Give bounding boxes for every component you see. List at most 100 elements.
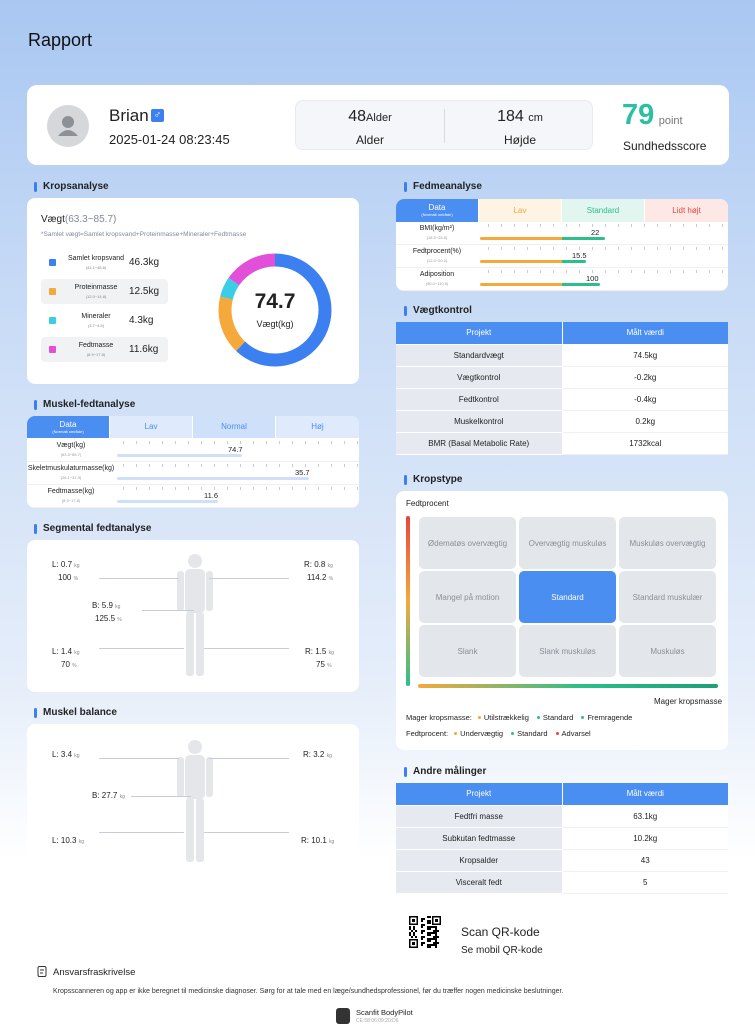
mf-tick: [136, 441, 137, 444]
mf-tick: [227, 441, 228, 444]
measure-datetime: 2025-01-24 08:23:45: [109, 132, 230, 147]
height-value: 184: [497, 108, 524, 125]
mf-row-range: (26.1~31.9): [60, 475, 82, 480]
weight-control-table: Projekt Målt værdi Standardvægt 74.5kg Vægt…: [396, 322, 728, 455]
fa-tick: [722, 224, 723, 227]
fa-tick: [644, 247, 645, 250]
table-row: Subkutan fedtmasse 10.2kg: [396, 827, 728, 850]
mb-trunk: B: 27.7 kg: [92, 791, 125, 800]
fa-tick: [540, 224, 541, 227]
mf-tick: [240, 464, 241, 467]
seg-right-leg-kg: R: 1.5 kg: [305, 647, 334, 656]
fa-tick: [722, 270, 723, 273]
legend-dot: [511, 732, 515, 735]
fa-tick: [540, 247, 541, 250]
disclaimer-text: Kropsscanneren og app er ikke beregnet t…: [53, 988, 564, 995]
mf-tick: [253, 441, 254, 444]
disclaimer-title: Ansvarsfraskrivelse: [53, 967, 136, 978]
mf-tick: [344, 487, 345, 490]
mf-header-normal: Normal: [193, 416, 275, 438]
fa-row-label: Adiposition: [419, 271, 455, 278]
composition-value: 12.5kg: [129, 286, 160, 297]
mf-tick: [136, 464, 137, 467]
fa-tick: [501, 224, 502, 227]
mf-tick: [357, 441, 358, 444]
table-cell-value: 5: [562, 871, 728, 894]
fa-tick: [566, 270, 567, 273]
mf-row: Vægt(kg) (63.3~85.7) 74.7: [27, 439, 359, 462]
fa-tick: [579, 270, 580, 273]
wc-col-project: Projekt: [396, 322, 563, 345]
body-type-cell: Slank: [419, 625, 516, 677]
fa-tick: [605, 224, 606, 227]
legend-item: Utilstrækkelig: [477, 713, 529, 722]
seg-right-arm-kg: R: 0.8 kg: [304, 560, 333, 569]
mf-tick: [175, 441, 176, 444]
mf-tick: [305, 464, 306, 467]
fa-row-label: Fedtprocent(%): [412, 248, 462, 255]
stats-box: 48Alder Alder 184 cm Højde: [295, 100, 593, 150]
mf-header-high: Høj: [276, 416, 359, 438]
mf-tick: [318, 441, 319, 444]
mf-row: Fedtmasse(kg) (8.9~17.8) 11.6: [27, 485, 359, 508]
legend-text: Utilstrækkelig: [483, 713, 529, 722]
mf-tick: [240, 487, 241, 490]
fa-tick: [501, 270, 502, 273]
mf-tick: [344, 464, 345, 467]
legend-dot: [581, 716, 585, 719]
fa-tick: [709, 247, 710, 250]
height-unit: cm: [528, 112, 543, 124]
avatar: [47, 105, 89, 147]
mb-right-leg: R: 10.1 kg: [301, 836, 335, 845]
fa-tick: [501, 247, 502, 250]
fa-row: Fedtprocent(%) (12.0~20.0) 15.5: [396, 245, 728, 268]
mf-tick: [357, 487, 358, 490]
section-title-segmental-fat: Segmental fedtanalyse: [34, 523, 151, 534]
fa-bar-standard: [562, 237, 605, 240]
composition-value: 11.6kg: [129, 344, 159, 355]
fa-tick: [644, 270, 645, 273]
fa-tick: [644, 224, 645, 227]
device-id: CE:58:06:09:20:D6: [356, 1018, 399, 1024]
body-analysis-card: Vægt(63.3~85.7) *Samlet vægt=Samlet krop…: [27, 198, 359, 384]
table-cell-project: Kropsalder: [396, 849, 563, 872]
weight-formula: *Samlet vægt=Samlet kropsvand+Proteinmas…: [41, 231, 247, 238]
fa-row-value: 100: [586, 274, 599, 283]
mf-tick: [344, 441, 345, 444]
composition-range: (12.0~14.8): [85, 294, 107, 299]
composition-item: Fedtmasse (8.9~17.8) 11.6kg: [41, 337, 168, 362]
fa-tick: [683, 224, 684, 227]
profile-card: Brian ♂ 2025-01-24 08:23:45 48Alder Alde…: [27, 85, 729, 165]
section-title-fat-analysis: Fedmeanalyse: [404, 181, 482, 192]
mf-header-data: Data (Normalt område): [27, 416, 109, 438]
legend-text: Advarsel: [561, 729, 591, 738]
fa-tick: [657, 224, 658, 227]
mf-row-value: 11.6: [204, 491, 219, 500]
mf-tick: [201, 441, 202, 444]
fa-tick: [592, 270, 593, 273]
qr-code-icon[interactable]: [409, 916, 441, 948]
body-type-card: Fedtprocent Ødematøs overvægtig Overvægti…: [396, 491, 728, 750]
muscle-balance-card: L: 3.4 kg R: 3.2 kg B: 27.7 kg L: 10.3 k…: [27, 724, 359, 864]
table-cell-value: 74.5kg: [562, 344, 728, 367]
fa-header-standard: Standard: [562, 199, 644, 222]
table-row: Vægtkontrol -0.2kg: [396, 366, 728, 389]
section-title-body-analysis: Kropsanalyse: [34, 181, 109, 192]
mf-tick: [214, 464, 215, 467]
fa-bar-standard: [562, 260, 586, 263]
legend-item: Advarsel: [555, 729, 591, 738]
composition-name: Proteinmasse: [74, 284, 118, 291]
mf-tick: [162, 464, 163, 467]
legend-text: Fremragende: [587, 713, 633, 722]
fa-row-range: (18.5~25.0): [426, 235, 448, 240]
table-row: Kropsalder 43: [396, 849, 728, 872]
mf-tick: [188, 464, 189, 467]
mf-header-low: Lav: [110, 416, 192, 438]
mf-tick: [292, 464, 293, 467]
table-cell-value: 10.2kg: [562, 827, 728, 850]
mf-tick: [188, 487, 189, 490]
fa-tick: [631, 270, 632, 273]
legend-item: Fremragende: [581, 713, 632, 722]
mf-tick: [240, 441, 241, 444]
table-cell-project: Visceralt fedt: [396, 871, 563, 894]
